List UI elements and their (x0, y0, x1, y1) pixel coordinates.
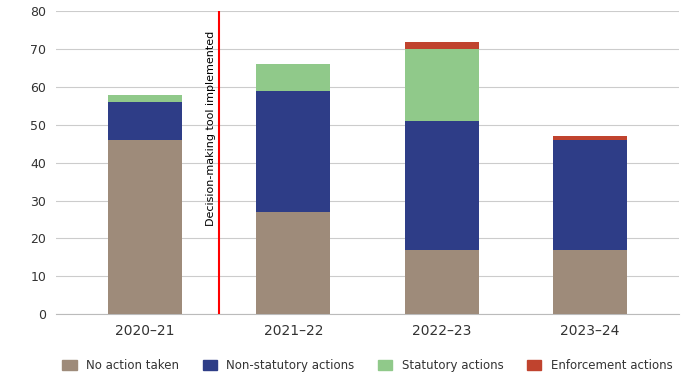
Bar (256, 91, 330, 212)
Bar (108, 95, 182, 102)
Legend: No action taken, Non-statutory actions, Statutory actions, Enforcement actions: No action taken, Non-statutory actions, … (62, 359, 673, 372)
Bar (553, 140, 627, 250)
Bar (405, 121, 479, 250)
Text: Decision-making tool implemented: Decision-making tool implemented (206, 30, 216, 226)
Bar (108, 102, 182, 140)
Bar (405, 250, 479, 314)
Bar (405, 42, 479, 49)
Bar (256, 64, 330, 91)
Bar (553, 136, 627, 140)
Bar (108, 140, 182, 314)
Bar (405, 49, 479, 121)
Bar (256, 212, 330, 314)
Bar (553, 250, 627, 314)
